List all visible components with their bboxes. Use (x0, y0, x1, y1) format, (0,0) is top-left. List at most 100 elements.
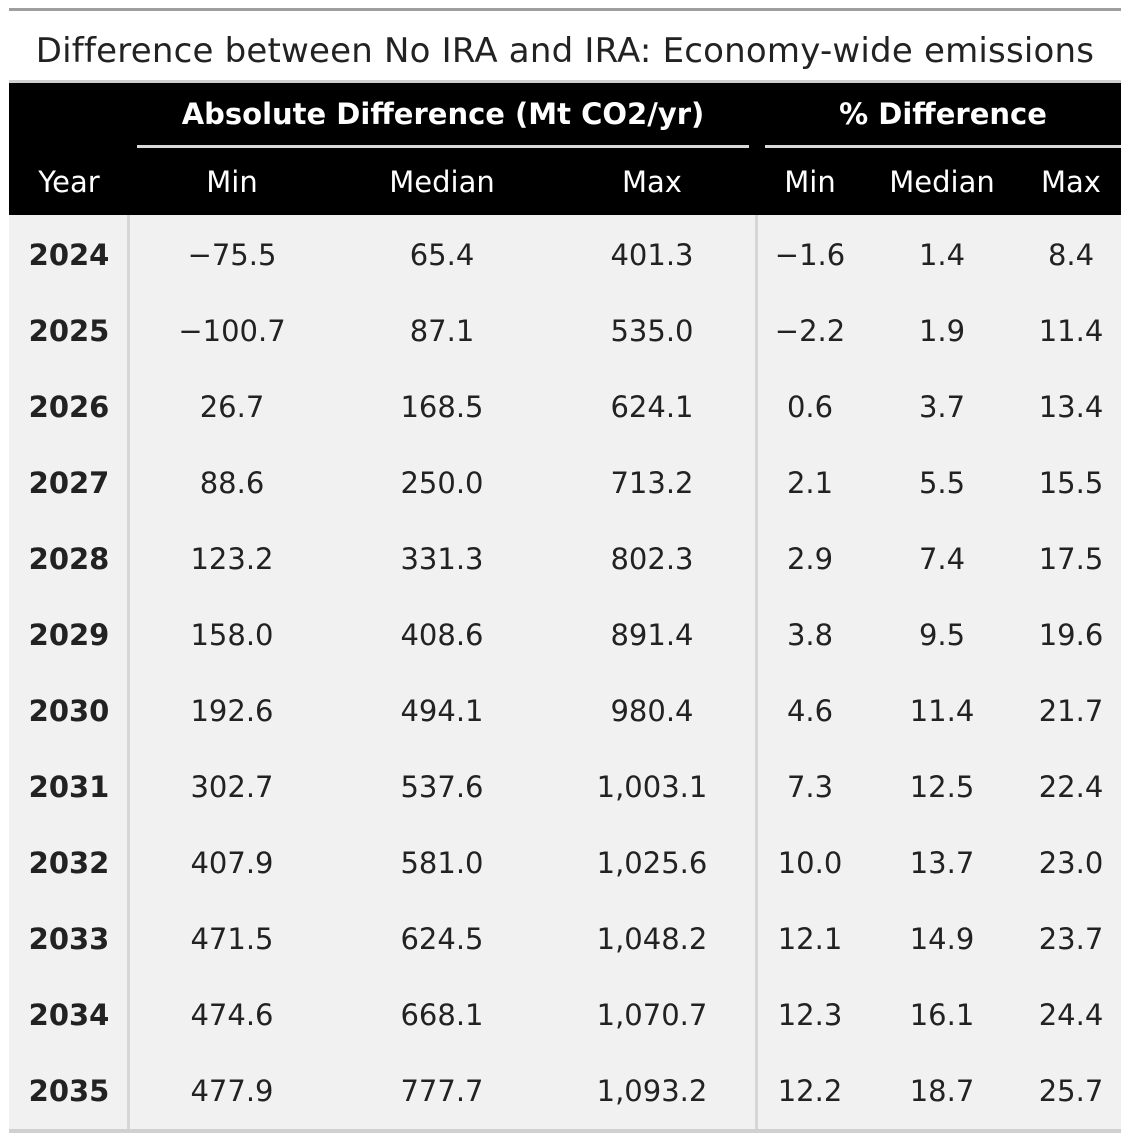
cell-pct-min: 2.9 (786, 542, 834, 576)
cell-year: 2033 (28, 922, 110, 956)
cell-abs-min: 158.0 (190, 618, 274, 652)
table-row: 2027 88.6 250.0 713.2 2.1 5.5 15.5 (9, 445, 1121, 521)
colhead-pct-max: Max (1041, 165, 1101, 199)
cell-abs-median: 581.0 (400, 846, 484, 880)
cell-pct-max: 22.4 (1038, 770, 1104, 804)
cell-pct-median: 5.5 (918, 466, 966, 500)
cell-abs-max: 624.1 (610, 390, 694, 424)
cell-abs-max: 401.3 (610, 238, 694, 272)
cell-pct-max: 25.7 (1038, 1074, 1104, 1108)
cell-abs-median: 65.4 (409, 238, 475, 272)
spanner-absolute-difference: Absolute Difference (Mt CO2/yr) (181, 97, 705, 131)
cell-pct-median: 13.7 (909, 846, 975, 880)
cell-abs-median: 777.7 (400, 1074, 484, 1108)
cell-abs-max: 535.0 (610, 314, 694, 348)
cell-abs-median: 668.1 (400, 998, 484, 1032)
cell-abs-median: 87.1 (409, 314, 475, 348)
cell-abs-max: 802.3 (610, 542, 694, 576)
cell-abs-max: 1,093.2 (596, 1074, 708, 1108)
cell-pct-min: 12.1 (777, 922, 843, 956)
table-row: 2033 471.5 624.5 1,048.2 12.1 14.9 23.7 (9, 901, 1121, 977)
cell-pct-median: 1.4 (918, 238, 966, 272)
cell-abs-min: −100.7 (178, 314, 286, 348)
cell-abs-median: 250.0 (400, 466, 484, 500)
cell-pct-min: −1.6 (774, 238, 846, 272)
cell-abs-max: 1,003.1 (596, 770, 708, 804)
cell-pct-median: 3.7 (918, 390, 966, 424)
cell-abs-max: 1,070.7 (596, 998, 708, 1032)
table-row: 2035 477.9 777.7 1,093.2 12.2 18.7 25.7 (9, 1053, 1121, 1129)
table-row: 2031 302.7 537.6 1,003.1 7.3 12.5 22.4 (9, 749, 1121, 825)
cell-pct-median: 16.1 (909, 998, 975, 1032)
cell-pct-max: 23.7 (1038, 922, 1104, 956)
cell-pct-max: 19.6 (1038, 618, 1104, 652)
cell-pct-median: 12.5 (909, 770, 975, 804)
cell-abs-median: 168.5 (400, 390, 484, 424)
cell-pct-min: 7.3 (786, 770, 834, 804)
group-column-divider (755, 215, 758, 1129)
colhead-abs-max: Max (622, 165, 682, 199)
colhead-pct-min: Min (784, 165, 836, 199)
cell-abs-max: 1,025.6 (596, 846, 708, 880)
cell-abs-max: 713.2 (610, 466, 694, 500)
cell-year: 2031 (28, 770, 110, 804)
table-row: 2034 474.6 668.1 1,070.7 12.3 16.1 24.4 (9, 977, 1121, 1053)
cell-year: 2027 (28, 466, 110, 500)
cell-pct-min: 12.2 (777, 1074, 843, 1108)
cell-abs-median: 494.1 (400, 694, 484, 728)
cell-pct-max: 11.4 (1038, 314, 1104, 348)
table-row: 2026 26.7 168.5 624.1 0.6 3.7 13.4 (9, 369, 1121, 445)
table-row: 2028 123.2 331.3 802.3 2.9 7.4 17.5 (9, 521, 1121, 597)
emissions-table: Difference between No IRA and IRA: Econo… (9, 8, 1121, 1133)
cell-year: 2024 (28, 238, 110, 272)
cell-abs-min: 88.6 (199, 466, 265, 500)
cell-pct-median: 14.9 (909, 922, 975, 956)
cell-abs-max: 1,048.2 (596, 922, 708, 956)
cell-pct-min: 2.1 (786, 466, 834, 500)
cell-pct-min: 3.8 (786, 618, 834, 652)
cell-pct-min: −2.2 (774, 314, 846, 348)
cell-pct-max: 23.0 (1038, 846, 1104, 880)
cell-abs-min: 407.9 (190, 846, 274, 880)
cell-abs-min: 26.7 (199, 390, 265, 424)
colhead-year: Year (38, 165, 100, 199)
cell-pct-median: 1.9 (918, 314, 966, 348)
colhead-abs-min: Min (206, 165, 258, 199)
colhead-pct-median: Median (889, 165, 995, 199)
cell-pct-median: 18.7 (909, 1074, 975, 1108)
colhead-abs-median: Median (389, 165, 495, 199)
cell-abs-min: 477.9 (190, 1074, 274, 1108)
cell-abs-max: 980.4 (610, 694, 694, 728)
table-row: 2025 −100.7 87.1 535.0 −2.2 1.9 11.4 (9, 293, 1121, 369)
cell-abs-min: 192.6 (190, 694, 274, 728)
cell-abs-min: 474.6 (190, 998, 274, 1032)
cell-pct-max: 8.4 (1047, 238, 1095, 272)
cell-pct-median: 7.4 (918, 542, 966, 576)
cell-year: 2034 (28, 998, 110, 1032)
spanner-rule-absolute (137, 145, 749, 148)
table-header: Absolute Difference (Mt CO2/yr) % Differ… (9, 83, 1121, 215)
cell-abs-max: 891.4 (610, 618, 694, 652)
cell-year: 2029 (28, 618, 110, 652)
cell-year: 2025 (28, 314, 110, 348)
cell-year: 2030 (28, 694, 110, 728)
cell-pct-max: 21.7 (1038, 694, 1104, 728)
table-row: 2029 158.0 408.6 891.4 3.8 9.5 19.6 (9, 597, 1121, 673)
cell-pct-max: 13.4 (1038, 390, 1104, 424)
cell-pct-median: 9.5 (918, 618, 966, 652)
cell-abs-median: 331.3 (400, 542, 484, 576)
table-row: 2032 407.9 581.0 1,025.6 10.0 13.7 23.0 (9, 825, 1121, 901)
cell-year: 2028 (28, 542, 110, 576)
cell-pct-max: 17.5 (1038, 542, 1104, 576)
cell-abs-min: 302.7 (190, 770, 274, 804)
spanner-percent-difference: % Difference (839, 97, 1047, 131)
cell-pct-min: 12.3 (777, 998, 843, 1032)
cell-abs-median: 408.6 (400, 618, 484, 652)
top-rule (9, 8, 1121, 11)
cell-pct-min: 4.6 (786, 694, 834, 728)
table-row: 2024 −75.5 65.4 401.3 −1.6 1.4 8.4 (9, 217, 1121, 293)
cell-year: 2035 (28, 1074, 110, 1108)
cell-abs-min: 471.5 (190, 922, 274, 956)
cell-abs-min: 123.2 (190, 542, 274, 576)
cell-pct-min: 10.0 (777, 846, 843, 880)
